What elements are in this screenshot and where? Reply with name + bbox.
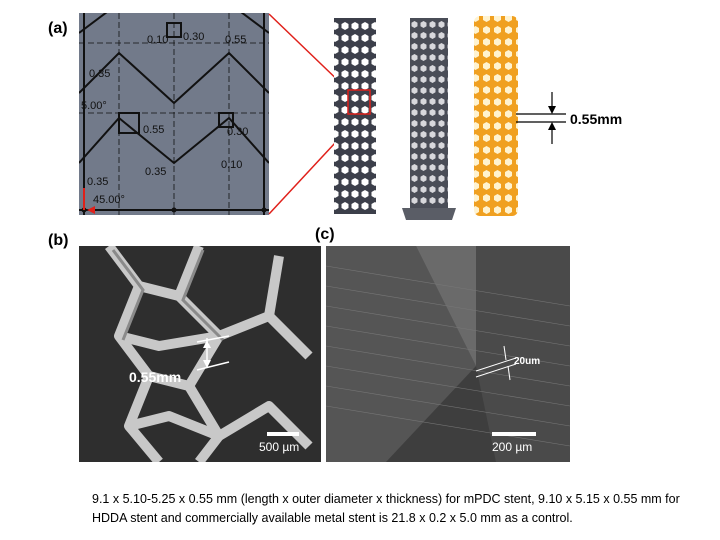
cad-dim-8: 0.35: [145, 166, 166, 178]
cad-dim-10: 45.00°: [93, 194, 125, 206]
orange-stent: [474, 16, 518, 216]
cad-dim-0: 0.10: [147, 34, 168, 46]
cad-dim-9: 0.35: [87, 176, 108, 188]
cad-drawing: 0.10 0.30 0.55 0.35 5.00° 0.55 0.30 0.10…: [79, 13, 269, 215]
cad-dim-6: 0.30: [227, 126, 248, 138]
thickness-label-a: 0.55mm: [570, 111, 622, 127]
cad-dim-7: 0.10: [221, 159, 242, 171]
scale-label-b: 500 µm: [259, 440, 299, 454]
panel-label-a: (a): [48, 20, 68, 37]
cad-dim-4: 5.00°: [81, 100, 107, 112]
thickness-label-b: 0.55mm: [129, 369, 181, 385]
scale-label-c: 200 µm: [492, 440, 532, 454]
stent-model-1: [334, 18, 376, 214]
cad-dim-2: 0.55: [225, 34, 246, 46]
cad-dim-3: 0.35: [89, 68, 110, 80]
panel-label-b: (b): [48, 232, 69, 249]
printed-stent: 0.55mm: [474, 16, 622, 216]
sem-image-b: 0.55mm 500 µm: [79, 246, 321, 462]
panel-label-c: (c): [315, 226, 335, 243]
stent-renders: [334, 18, 456, 220]
sem-image-c: 20um 200 µm: [326, 246, 570, 462]
layer-label-c: 20um: [514, 356, 540, 367]
stent-model-2: [410, 18, 448, 208]
cad-dim-1: 0.30: [183, 31, 204, 43]
cad-dim-5: 0.55: [143, 124, 164, 136]
zoom-box: [347, 89, 371, 115]
figure-caption: 9.1 x 5.10-5.25 x 0.55 mm (length x oute…: [92, 492, 680, 525]
